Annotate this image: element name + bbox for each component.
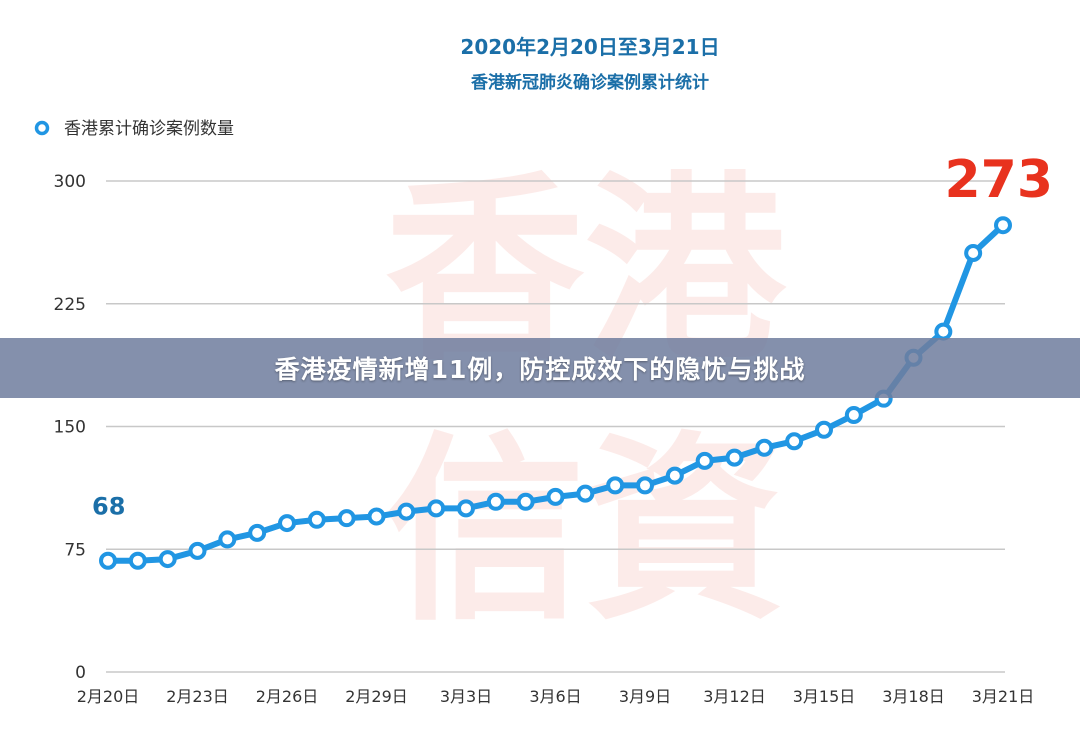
y-tick-label: 225 [54,295,86,315]
data-point [665,466,684,485]
data-point [457,499,475,518]
data-point [815,420,833,439]
data-point [367,507,386,526]
x-tick-label: 2月20日 [77,687,140,706]
data-point [576,484,595,503]
x-tick-label: 3月21日 [972,687,1035,706]
x-tick-label: 3月3日 [440,687,492,706]
data-point [755,438,774,457]
data-point [486,492,505,511]
data-point [546,487,565,506]
y-tick-label: 300 [54,172,86,192]
data-point [606,476,625,495]
data-point [934,322,953,341]
x-tick-label: 3月15日 [793,687,856,706]
y-tick-label: 150 [54,418,86,438]
y-tick-label: 0 [75,663,86,683]
data-point [844,406,863,425]
data-point [337,509,356,528]
x-tick-label: 3月12日 [703,687,766,706]
data-point [964,244,983,263]
legend-entry: 香港累计确诊案例数量 [64,119,234,139]
start-value-label: 68 [92,493,125,521]
chart-title: 2020年2月20日至3月21日 [460,35,719,59]
data-point [427,499,446,518]
x-tick-label: 2月29日 [345,687,408,706]
end-value-label: 273 [944,150,1053,210]
data-point [188,541,207,560]
data-point [158,550,177,569]
x-tick-label: 3月6日 [529,687,581,706]
headline-banner: 香港疫情新增11例，防控成效下的隐忧与挑战 [0,338,1080,398]
watermark-bottom: 信資 [385,415,785,648]
grid-lines [106,180,1005,673]
data-point [516,492,535,511]
series-layer [99,216,1012,570]
y-axis-ticks: 0 75 150 225 300 [54,172,86,683]
data-point [99,551,117,570]
y-tick-label: 75 [64,540,86,560]
x-tick-label: 3月9日 [619,687,671,706]
legend: 香港累计确诊案例数量 [34,119,234,139]
data-point [248,523,267,542]
data-point [725,448,744,467]
x-axis-ticks: 2月20日 2月23日 2月26日 2月29日 3月3日 3月6日 3月9日 3月12日 3月1… [77,687,1035,706]
data-point [218,530,237,549]
data-point [278,514,296,533]
legend-marker-icon [34,120,50,136]
data-point [695,451,714,470]
data-point [307,510,326,529]
data-point [785,432,804,451]
x-tick-label: 2月26日 [256,687,319,706]
headline-text: 香港疫情新增11例，防控成效下的隐忧与挑战 [274,355,806,384]
chart-subtitle: 香港新冠肺炎确诊案例累计统计 [471,72,709,93]
data-point [636,476,654,495]
data-point [397,502,416,521]
watermark: 香港 信資 [385,155,787,648]
data-point [128,551,147,570]
x-tick-label: 2月23日 [166,687,229,706]
data-point [994,216,1012,235]
x-tick-label: 3月18日 [882,687,945,706]
